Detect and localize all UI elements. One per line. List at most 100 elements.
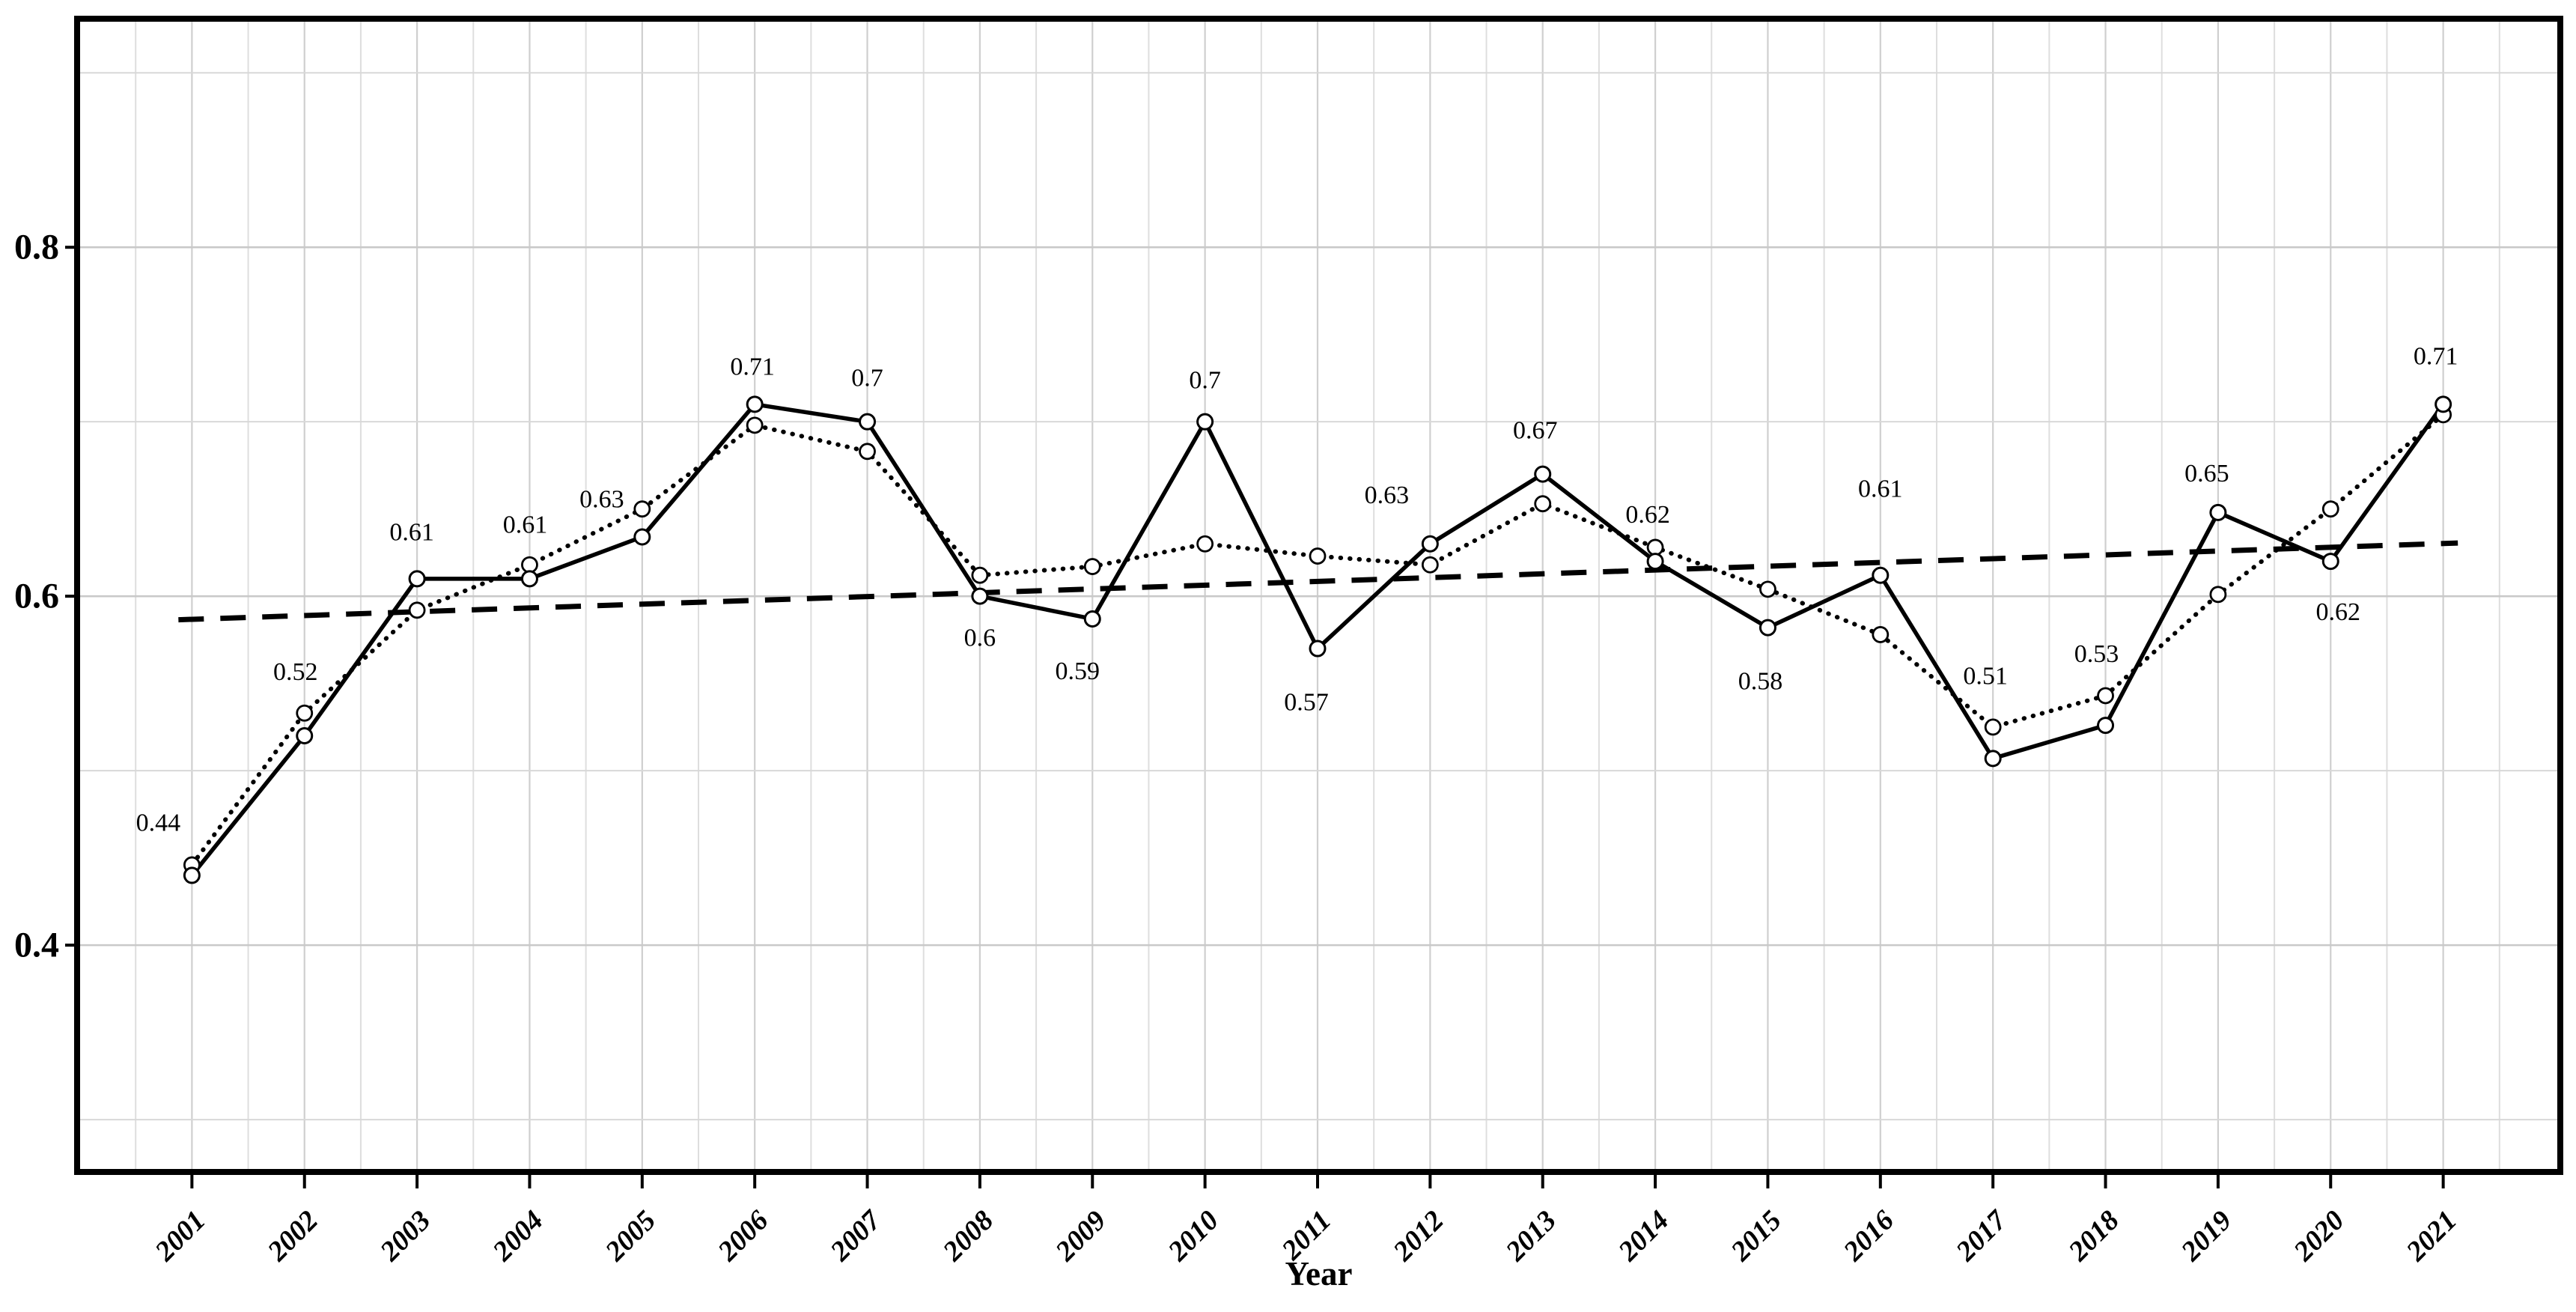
data-point-marker-dotted xyxy=(971,566,989,584)
data-point-marker-dotted xyxy=(2097,687,2114,705)
data-point-marker-dotted xyxy=(1759,580,1776,598)
data-point-marker-solid xyxy=(1646,553,1664,571)
data-point-label: 0.71 xyxy=(2414,342,2458,370)
data-point-marker-solid xyxy=(1534,465,1552,483)
data-point-label: 0.71 xyxy=(730,353,775,380)
x-axis-tick-label: 2009 xyxy=(1049,1205,1112,1268)
x-axis: 2001 2002 2003 2004 2005 2006 2007 2008 2009 2010… xyxy=(149,1172,2463,1268)
data-point-marker-solid xyxy=(2321,553,2339,571)
x-axis-tick-label-group: 2013 xyxy=(1499,1205,1562,1268)
data-point-marker-dotted xyxy=(1196,535,1214,553)
data-point-marker-dotted xyxy=(859,443,876,461)
data-point-label: 0.7 xyxy=(1189,367,1221,395)
x-axis-tick-label-group: 2020 xyxy=(2287,1205,2350,1268)
data-point-label: 0.61 xyxy=(1858,476,1903,503)
data-point-marker-dotted xyxy=(1984,718,2002,736)
data-point-label: 0.61 xyxy=(389,518,434,546)
data-point-label: 0.51 xyxy=(1963,662,2008,690)
x-axis-tick-label-group: 2007 xyxy=(824,1203,889,1268)
data-point-label: 0.63 xyxy=(1365,482,1410,509)
data-point-marker-solid xyxy=(408,570,426,588)
x-axis-title: Year xyxy=(1285,1255,1353,1293)
data-point-marker-solid xyxy=(633,528,651,546)
data-point-label: 0.62 xyxy=(1625,501,1670,529)
data-point-marker-dotted xyxy=(1646,538,1664,556)
data-point-marker-dotted xyxy=(408,601,426,619)
data-point-marker-dotted xyxy=(1083,558,1101,575)
data-point-label: 0.65 xyxy=(2184,460,2229,488)
x-axis-tick-label: 2002 xyxy=(261,1205,324,1268)
x-axis-tick-label-group: 2012 xyxy=(1387,1205,1450,1268)
x-axis-tick-label: 2021 xyxy=(2400,1205,2463,1268)
gridlines xyxy=(77,19,2560,1172)
y-axis-tick-label: 0.6 xyxy=(14,577,59,616)
data-point-marker-solid xyxy=(1872,566,1890,584)
x-axis-tick-label: 2001 xyxy=(149,1205,212,1268)
data-point-marker-dotted xyxy=(2209,586,2227,604)
data-point-marker-dotted xyxy=(633,500,651,518)
series-markers xyxy=(183,395,2452,884)
data-point-marker-dotted xyxy=(746,416,764,434)
data-point-marker-dotted xyxy=(2321,500,2339,518)
x-axis-tick-label: 2006 xyxy=(711,1205,774,1268)
y-axis-tick-label: 0.4 xyxy=(14,926,59,965)
data-point-marker-solid xyxy=(520,570,538,588)
x-axis-tick-label-group: 2006 xyxy=(711,1205,774,1268)
x-axis-tick-label-group: 2002 xyxy=(261,1205,324,1268)
data-point-marker-solid xyxy=(859,413,877,431)
x-axis-tick-label-group: 2008 xyxy=(937,1205,999,1268)
data-point-marker-solid xyxy=(971,587,989,605)
data-point-label: 0.62 xyxy=(2316,598,2361,626)
data-point-marker-solid xyxy=(1083,610,1101,628)
data-point-label: 0.63 xyxy=(579,485,624,513)
data-point-marker-solid xyxy=(1421,535,1439,553)
x-axis-tick-label: 2008 xyxy=(937,1205,999,1268)
x-axis-tick-label: 2010 xyxy=(1162,1205,1225,1268)
data-point-marker-solid xyxy=(1309,640,1327,657)
x-axis-tick-label-group: 2010 xyxy=(1162,1205,1225,1268)
x-axis-tick-label: 2018 xyxy=(2062,1205,2125,1268)
data-point-label: 0.61 xyxy=(503,511,548,538)
x-axis-tick-label-group: 2019 xyxy=(2175,1205,2238,1268)
data-point-label: 0.57 xyxy=(1284,689,1329,717)
x-axis-tick-label-group: 2016 xyxy=(1837,1205,1900,1268)
data-point-marker-dotted xyxy=(296,704,314,722)
data-point-marker-solid xyxy=(746,395,764,413)
data-point-label: 0.53 xyxy=(2074,640,2119,668)
data-point-marker-solid xyxy=(1759,619,1776,637)
x-axis-tick-label-group: 2017 xyxy=(1949,1203,2014,1268)
data-point-label: 0.58 xyxy=(1738,668,1783,696)
data-point-marker-dotted xyxy=(1534,495,1552,513)
x-axis-tick-label: 2003 xyxy=(374,1205,436,1268)
data-point-label: 0.44 xyxy=(136,809,181,836)
data-point-marker-dotted xyxy=(1421,556,1439,574)
x-axis-tick-label: 2017 xyxy=(1949,1203,2014,1268)
x-axis-tick-label-group: 2014 xyxy=(1612,1205,1675,1268)
data-point-marker-dotted xyxy=(1872,626,1890,643)
data-point-marker-solid xyxy=(1196,413,1214,431)
data-point-marker-solid xyxy=(2435,395,2452,413)
data-point-marker-solid xyxy=(2097,717,2115,735)
data-point-label: 0.59 xyxy=(1056,657,1100,685)
series-dotted-line xyxy=(189,412,2446,867)
x-axis-tick-label: 2004 xyxy=(487,1205,549,1268)
data-point-marker-solid xyxy=(296,727,314,745)
x-axis-tick-label-group: 2001 xyxy=(149,1205,212,1268)
x-axis-tick-label-group: 2018 xyxy=(2062,1205,2125,1268)
x-axis-tick-label: 2005 xyxy=(599,1205,662,1268)
x-axis-tick-label: 2012 xyxy=(1387,1205,1450,1268)
data-point-label: 0.6 xyxy=(964,625,996,652)
data-point-marker-dotted xyxy=(521,556,538,574)
x-axis-tick-label: 2016 xyxy=(1837,1205,1900,1268)
x-axis-tick-label-group: 2015 xyxy=(1725,1205,1788,1268)
y-axis-tick-label: 0.8 xyxy=(14,228,59,267)
y-axis: 0.4 0.6 0.8 xyxy=(14,228,77,965)
x-axis-tick-label-group: 2004 xyxy=(487,1205,549,1268)
data-point-marker-dotted xyxy=(1309,547,1327,565)
data-point-label: 0.7 xyxy=(851,365,883,392)
x-axis-tick-label: 2013 xyxy=(1499,1205,1562,1268)
data-point-label: 0.52 xyxy=(273,658,318,686)
x-axis-tick-label: 2020 xyxy=(2287,1205,2350,1268)
x-axis-tick-label: 2007 xyxy=(824,1203,889,1268)
